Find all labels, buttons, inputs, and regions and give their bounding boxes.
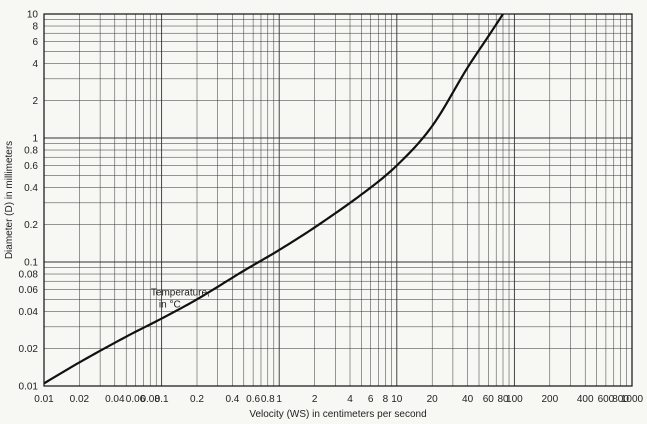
y-axis-label: Diameter (D) in millimeters [4,141,15,259]
y-tick-label: 0.02 [19,344,39,355]
series-line [43,13,504,385]
x-tick-labels: 0.01 0.02 0.04 0.060.080.1 0.2 0.4 0.6 0.8 1 2 4 6 8… [34,394,643,405]
x-tick-label: 0.6 [246,394,260,405]
x-tick-label: 0.02 [70,394,90,405]
x-tick-label: 1 [276,394,282,405]
x-tick-label: 0.01 [34,394,54,405]
y-tick-label: 1 [32,134,38,145]
y-tick-label: 0.6 [24,161,38,172]
x-tick-label: 400 [577,394,594,405]
y-tick-label: 0.01 [19,382,39,393]
x-tick-label: 4 [347,394,353,405]
annotation-line: Temperature, [151,288,210,299]
x-tick-label: 0.04 [105,394,125,405]
x-tick-label: 0.8 [261,394,275,405]
x-tick-label: 6 [368,394,374,405]
y-tick-label: 0.8 [24,146,38,157]
y-tick-label: 0.4 [24,183,38,194]
x-tick-label: 0.08 [140,394,160,405]
plot-border [43,13,633,387]
y-tick-label: 6 [32,37,38,48]
y-tick-label: 4 [32,59,38,70]
x-tick-label: 100 [506,394,523,405]
y-tick-label: 0.06 [19,285,39,296]
x-tick-label: 2 [312,394,318,405]
x-tick-label: 10 [391,394,403,405]
y-tick-label: 0.04 [19,307,39,318]
x-tick-label: 40 [462,394,474,405]
y-tick-label: 0.1 [24,258,38,269]
x-tick-label: 80 [497,394,509,405]
plot-frame [43,13,633,387]
x-tick-label: 1000 [621,394,644,405]
y-tick-label: 10 [27,10,39,21]
y-tick-label: 0.2 [24,220,38,231]
temperature-annotation: Temperature,in °C [151,288,210,311]
x-tick-label: 0.1 [155,394,169,405]
x-tick-label: 0.4 [225,394,239,405]
grid-lines [43,14,632,387]
x-tick-label: 0.06 [126,394,146,405]
x-tick-label: 200 [541,394,558,405]
y-tick-label: 8 [32,22,38,33]
x-tick-label: 0.2 [190,394,204,405]
y-tick-labels: 0.01 0.02 0.04 0.06 0.080.1 0.2 0.4 0.6 0.81 2 4 6 8… [19,10,39,393]
x-axis-label: Velocity (WS) in centimeters per second [249,409,426,420]
x-tick-label: 600 [598,394,615,405]
annotation-line: in °C [159,300,181,311]
data-curve [43,13,504,385]
y-tick-label: 0.08 [19,270,39,281]
x-tick-label: 20 [427,394,439,405]
y-tick-label: 2 [32,96,38,107]
x-tick-label: 800 [612,394,629,405]
x-tick-label: 60 [483,394,495,405]
x-tick-label: 8 [383,394,389,405]
